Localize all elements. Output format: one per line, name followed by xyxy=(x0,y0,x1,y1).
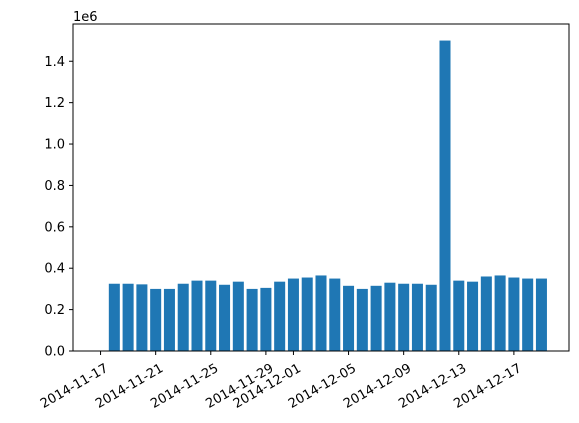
bar-2014-12-02 xyxy=(301,277,313,351)
bar-2014-12-05 xyxy=(343,285,355,351)
bar-2014-12-12 xyxy=(439,40,451,352)
y-tick-label: 0.4 xyxy=(44,262,65,277)
bar-2014-12-09 xyxy=(398,283,410,351)
y-axis-ticks: 0.0 0.2 0.4 0.6 0.8 1.0 1.2 1.4 xyxy=(44,55,73,360)
y-tick-label: 0.2 xyxy=(44,303,65,318)
y-tick-label: 0.6 xyxy=(44,220,65,235)
bar-2014-12-19 xyxy=(535,278,547,351)
bars-group xyxy=(108,40,547,352)
y-tick-label: 0.8 xyxy=(44,179,65,194)
bar-2014-11-28 xyxy=(246,288,258,351)
y-tick-label: 1.2 xyxy=(44,96,65,111)
bar-2014-12-16 xyxy=(494,275,506,351)
bar-2014-12-18 xyxy=(522,278,534,351)
bar-2014-12-07 xyxy=(370,285,382,351)
bar-2014-12-01 xyxy=(287,278,299,351)
bar-2014-12-06 xyxy=(356,288,368,351)
bar-2014-11-20 xyxy=(136,284,148,351)
y-tick-label: 0.0 xyxy=(44,345,65,360)
bar-2014-11-25 xyxy=(205,280,217,351)
bar-2014-11-26 xyxy=(219,284,231,351)
bar-2014-11-18 xyxy=(108,283,120,351)
bar-2014-12-03 xyxy=(315,275,327,351)
x-axis-ticks: 2014-11-172014-11-212014-11-252014-11-29… xyxy=(38,351,524,412)
bar-2014-11-22 xyxy=(163,288,175,351)
bar-2014-11-29 xyxy=(260,287,272,351)
bar-2014-11-30 xyxy=(274,281,286,351)
y-tick-label: 1.4 xyxy=(44,55,65,70)
bar-2014-11-23 xyxy=(177,283,189,351)
bar-2014-12-13 xyxy=(453,280,465,351)
y-tick-label: 1.0 xyxy=(44,138,65,153)
bar-2014-12-15 xyxy=(480,276,492,351)
bar-2014-11-24 xyxy=(191,280,203,351)
bar-2014-11-27 xyxy=(232,281,244,351)
bar-2014-11-19 xyxy=(122,283,134,351)
bar-2014-12-10 xyxy=(411,283,423,351)
bar-2014-12-04 xyxy=(329,278,341,351)
plot-frame xyxy=(72,23,570,352)
bar-2014-11-21 xyxy=(150,288,162,351)
y-axis-scale-label: 1e6 xyxy=(73,10,98,25)
bar-2014-12-17 xyxy=(508,277,520,351)
bar-2014-12-11 xyxy=(425,284,437,351)
bar-2014-12-14 xyxy=(467,281,479,351)
bar-2014-12-08 xyxy=(384,282,396,351)
